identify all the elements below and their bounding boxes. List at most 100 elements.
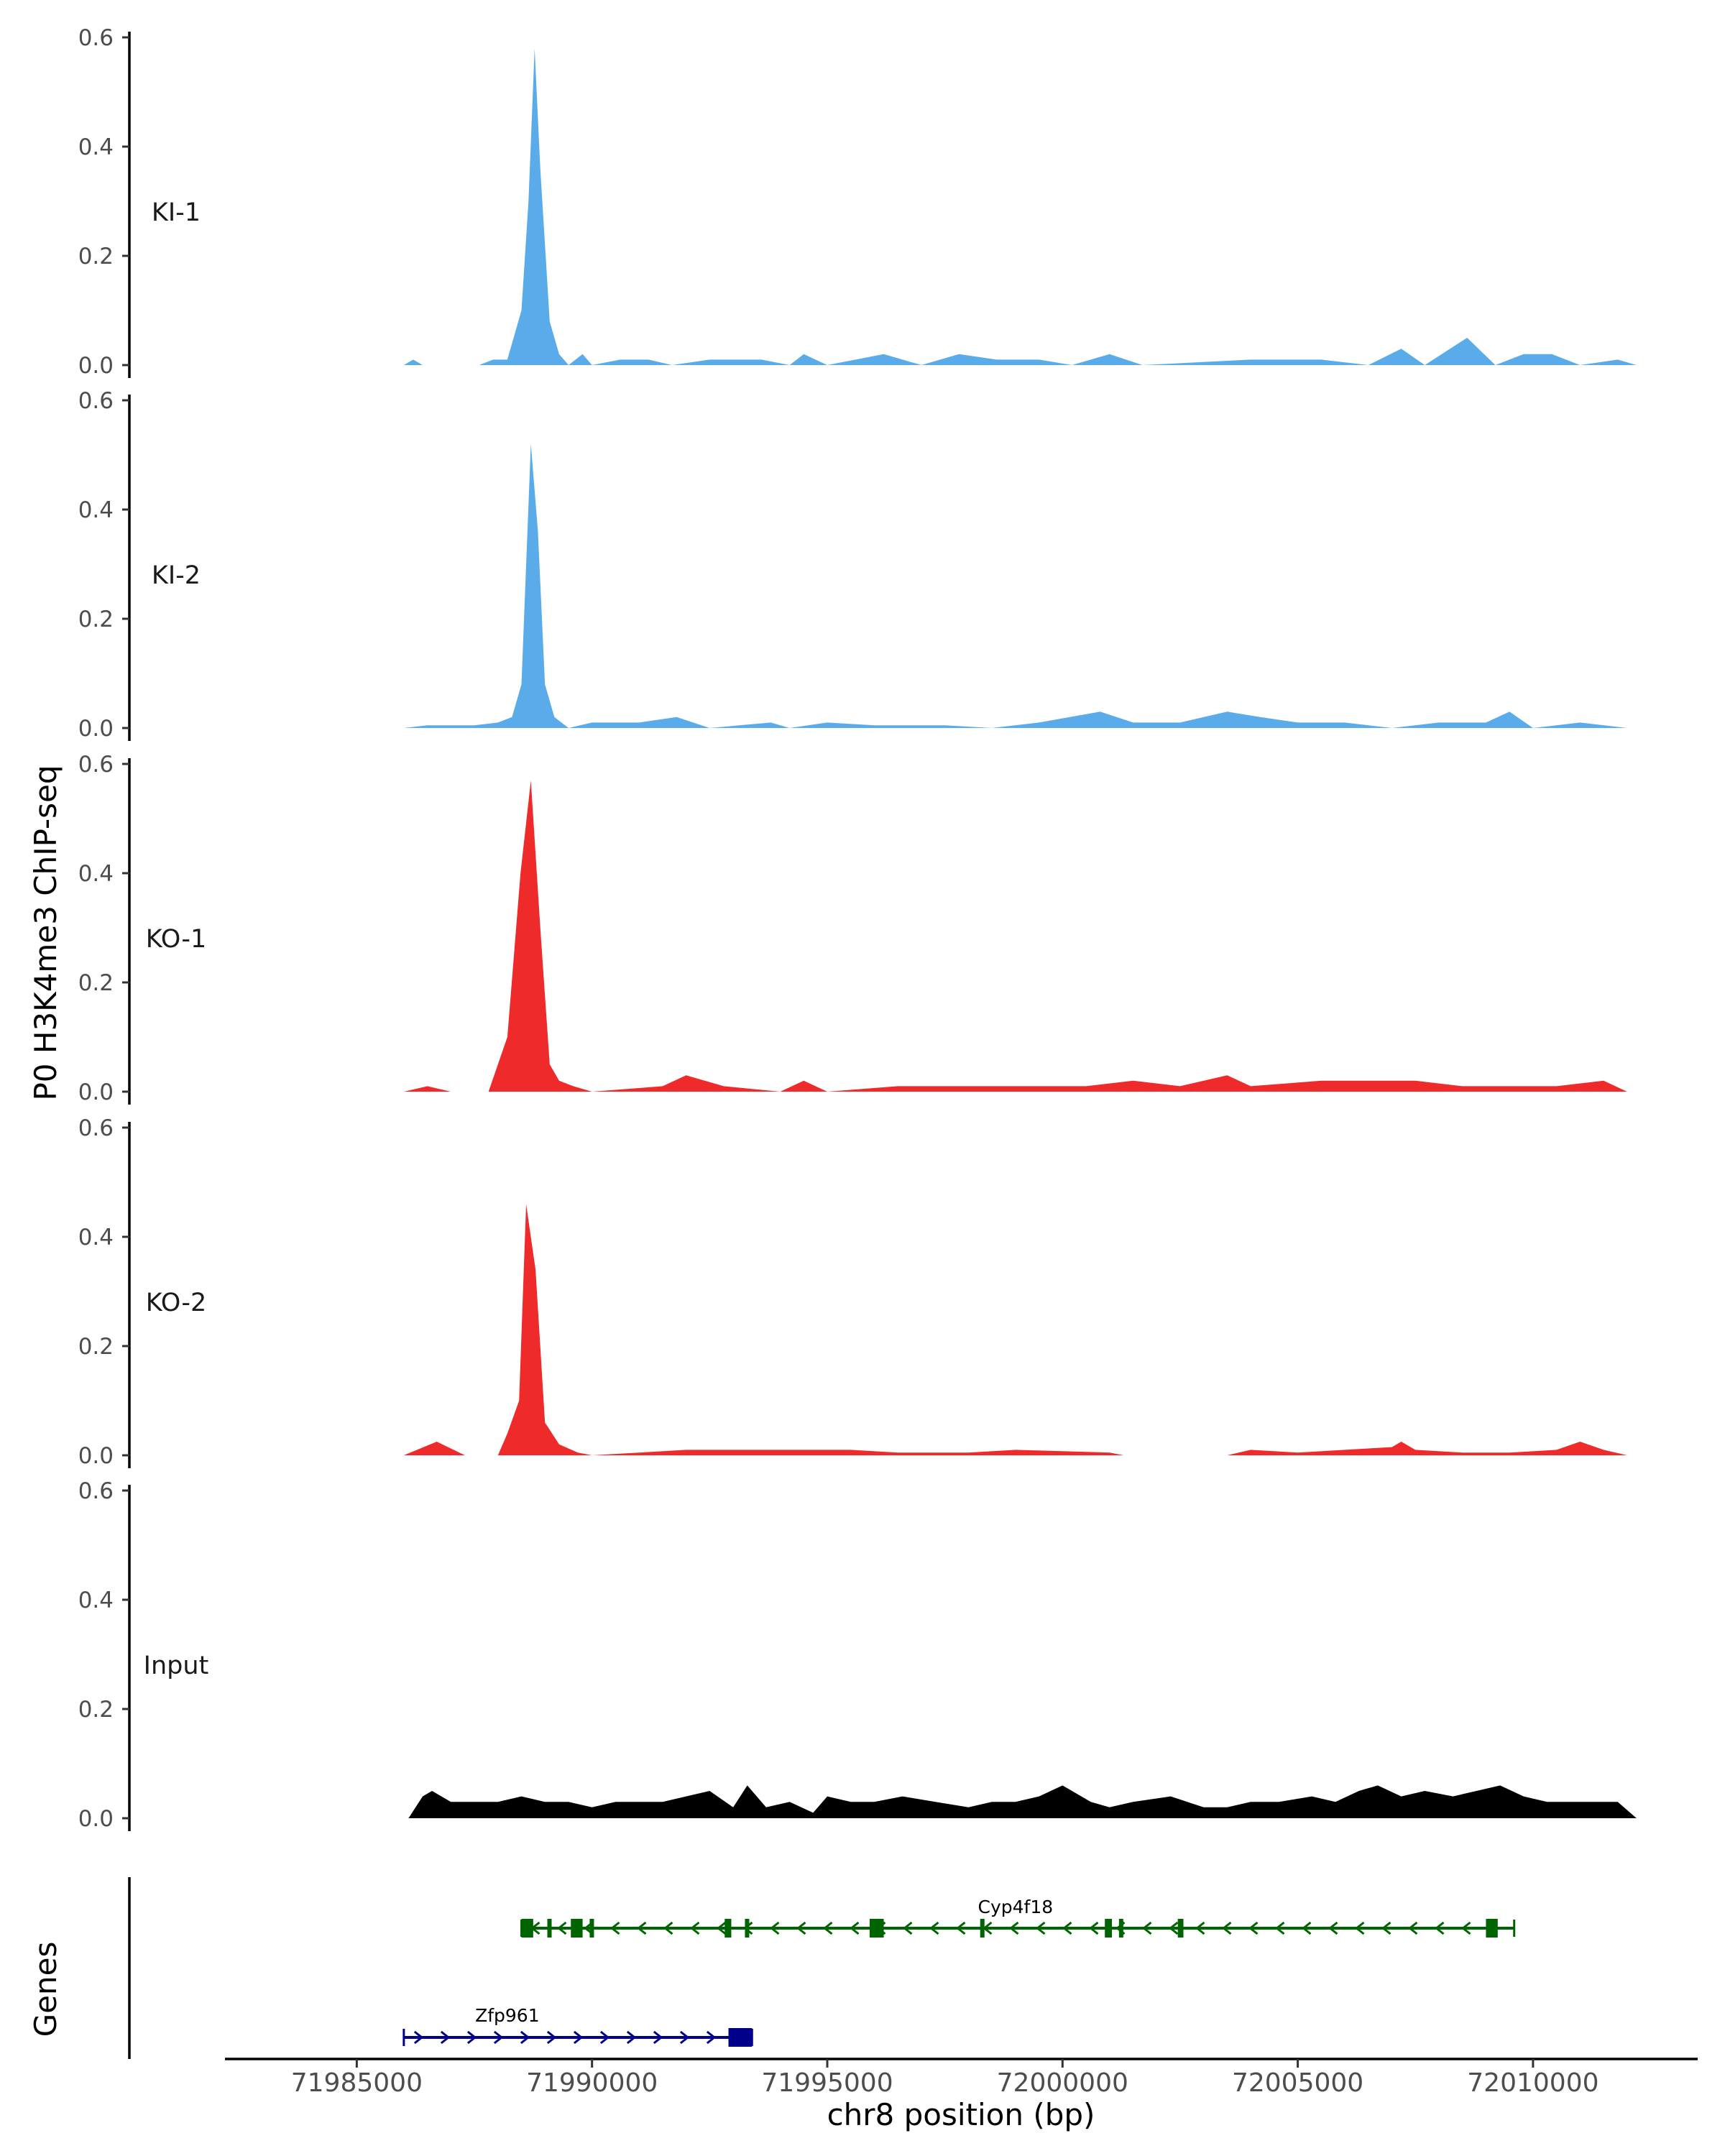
gene-cyp4f18: Cyp4f18 [520, 1897, 1516, 1938]
gene-exon [547, 1919, 552, 1938]
strand-arrow [706, 2030, 717, 2045]
y-axis-title: P0 H3K4me3 ChIP-seq [28, 765, 63, 1100]
strand-arrow [956, 1921, 966, 1935]
strand-arrow [1248, 1921, 1259, 1935]
y-tick-label: 0.0 [78, 1443, 114, 1469]
gene-exon [1486, 1919, 1498, 1938]
strand-arrow [466, 2030, 477, 2045]
x-axis-title: chr8 position (bp) [827, 2097, 1095, 2132]
y-tick-label: 0.6 [78, 25, 114, 51]
strand-arrow [653, 2030, 663, 2045]
strand-arrow [610, 1921, 620, 1935]
y-tick-label: 0.4 [78, 1225, 114, 1250]
strand-arrow [929, 1921, 939, 1935]
strand-arrow [1302, 1921, 1312, 1935]
gene-label: Zfp961 [475, 2005, 540, 2026]
track-input: 0.0 0.2 0.4 0.6 Input [78, 1478, 1637, 1832]
strand-arrow [557, 1921, 567, 1935]
gene-exon [1118, 1919, 1123, 1938]
strand-arrow [573, 2030, 584, 2045]
x-axis: 71985000 71990000 71995000 72000000 72005000… [225, 2058, 1698, 2098]
strand-arrow [1408, 1921, 1418, 1935]
track-label: KI-1 [152, 198, 201, 227]
gene-exon [589, 1919, 594, 1938]
x-tick-label: 72000000 [997, 2068, 1128, 2098]
strand-arrow [546, 2030, 557, 2045]
y-tick-label: 0.4 [78, 134, 114, 160]
strand-arrow [717, 1921, 727, 1935]
strand-arrow [1036, 1921, 1046, 1935]
y-tick-label: 0.0 [78, 353, 114, 379]
strand-arrow [413, 2030, 424, 2045]
track-label: KO-2 [146, 1289, 206, 1317]
strand-arrow [770, 1921, 780, 1935]
track-label: KI-2 [152, 561, 201, 590]
signal-area [408, 1785, 1637, 1818]
gene-exon [1177, 1919, 1184, 1938]
y-tick-label: 0.2 [78, 1697, 114, 1723]
genes-group: Cyp4f18 Zfp961 [128, 1877, 1516, 2059]
y-tick-label: 0.6 [78, 1478, 114, 1504]
y-tick-label: 0.6 [78, 1115, 114, 1141]
y-tick-label: 0.0 [78, 1079, 114, 1105]
gene-exon [745, 1919, 750, 1938]
gene-exon [980, 1919, 985, 1938]
track-label: KO-1 [146, 925, 206, 954]
y-tick-label: 0.6 [78, 752, 114, 778]
strand-arrow [850, 1921, 860, 1935]
y-tick-label: 0.6 [78, 388, 114, 414]
gene-label: Cyp4f18 [978, 1897, 1054, 1917]
y-tick-label: 0.4 [78, 497, 114, 523]
gene-exon [869, 1919, 884, 1938]
strand-arrow [1089, 1921, 1099, 1935]
y-tick-label: 0.4 [78, 861, 114, 887]
strand-arrow [599, 2030, 610, 2045]
strand-arrow [679, 2030, 690, 2045]
gene-exon [724, 1919, 732, 1938]
y-tick-label: 0.2 [78, 970, 114, 996]
strand-arrow [626, 2030, 637, 2045]
strand-arrow [1381, 1921, 1392, 1935]
x-tick-label: 71995000 [761, 2068, 893, 2098]
y-tick-label: 0.0 [78, 1806, 114, 1832]
strand-arrow [1275, 1921, 1285, 1935]
gene-exon [1105, 1919, 1113, 1938]
strand-arrow [1355, 1921, 1365, 1935]
strand-arrow [440, 2030, 451, 2045]
strand-arrow [493, 2030, 504, 2045]
strand-arrow [796, 1921, 806, 1935]
gene-exon [571, 1919, 583, 1938]
gene-zfp961: Zfp961 [402, 2005, 753, 2047]
strand-arrow [1328, 1921, 1338, 1935]
strand-arrow [1009, 1921, 1019, 1935]
x-tick-label: 71985000 [291, 2068, 423, 2098]
signal-area [403, 780, 1627, 1092]
gene-exon [521, 1919, 533, 1938]
y-tick-label: 0.2 [78, 607, 114, 632]
strand-arrow [1062, 1921, 1072, 1935]
genes-axis-title: Genes [28, 1942, 63, 2037]
strand-arrow [1169, 1921, 1179, 1935]
x-tick-label: 71990000 [526, 2068, 658, 2098]
x-tick-label: 72010000 [1467, 2068, 1598, 2098]
gene-exon [728, 2028, 753, 2047]
tracks-group: 0.00.20.40.6KI-10.00.20.40.6KI-20.00.20.… [78, 25, 1637, 1832]
strand-arrow [637, 1921, 647, 1935]
signal-area [403, 48, 1637, 365]
y-tick-label: 0.2 [78, 244, 114, 270]
signal-area [403, 1204, 1627, 1455]
track-label: Input [144, 1651, 209, 1680]
track-ki-1: 0.0 0.2 0.4 0.6 KI-1 [78, 25, 1637, 379]
track-ko-2: 0.0 0.2 0.4 0.6 KO-2 [78, 1115, 1627, 1469]
strand-arrow [690, 1921, 700, 1935]
strand-arrow [520, 2030, 530, 2045]
x-tick-label: 72005000 [1232, 2068, 1363, 2098]
strand-arrow [1142, 1921, 1152, 1935]
y-tick-label: 0.0 [78, 716, 114, 742]
strand-arrow [663, 1921, 673, 1935]
y-tick-label: 0.4 [78, 1588, 114, 1613]
signal-area [403, 443, 1627, 728]
strand-arrow [1222, 1921, 1232, 1935]
y-tick-label: 0.2 [78, 1334, 114, 1360]
